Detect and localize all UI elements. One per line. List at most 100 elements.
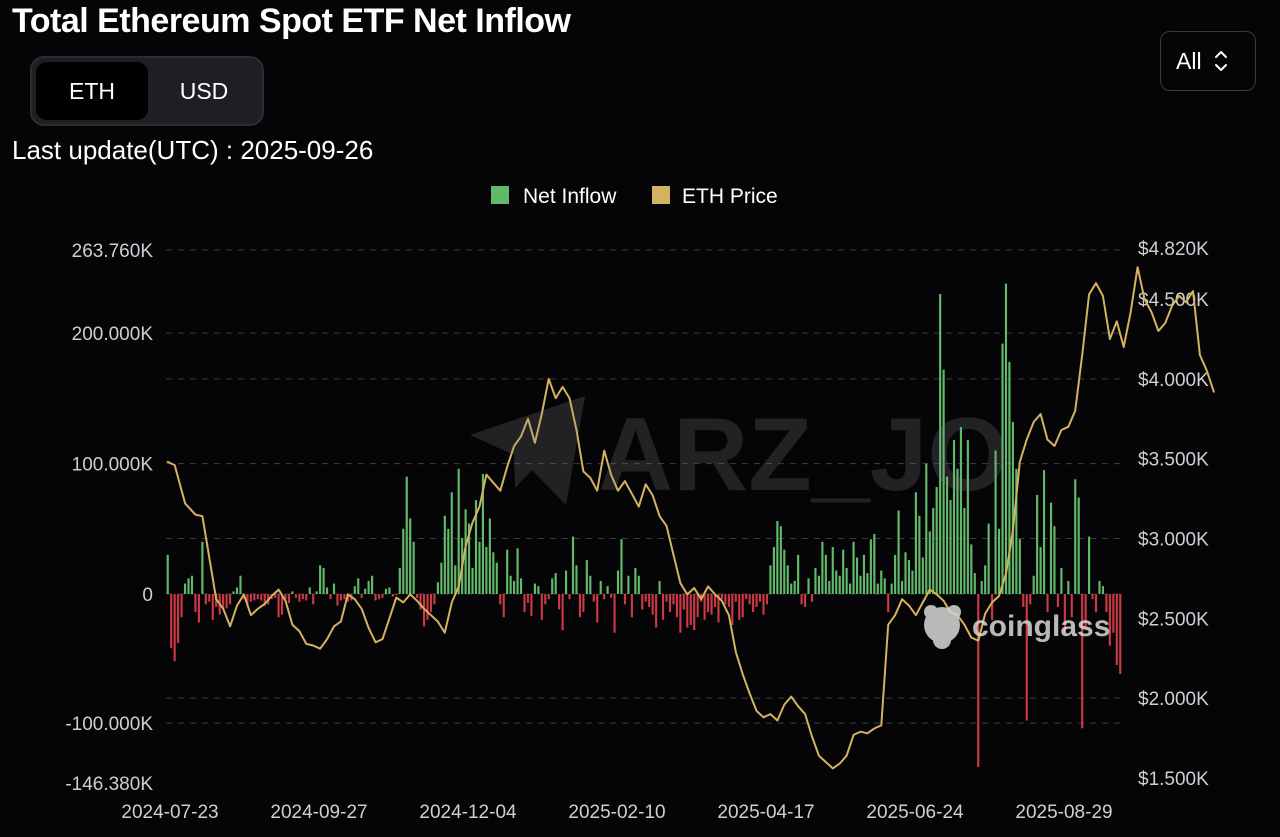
inflow-bar[interactable] <box>665 594 668 602</box>
inflow-bar[interactable] <box>526 594 530 604</box>
inflow-bar[interactable] <box>551 578 554 594</box>
inflow-bar[interactable] <box>807 578 810 594</box>
inflow-bar[interactable] <box>658 580 661 594</box>
inflow-bar[interactable] <box>1056 594 1059 607</box>
inflow-bar[interactable] <box>211 594 214 620</box>
inflow-bar[interactable] <box>946 476 949 594</box>
inflow-bar[interactable] <box>679 594 682 633</box>
inflow-bar[interactable] <box>239 575 242 594</box>
inflow-bar[interactable] <box>388 587 391 594</box>
inflow-bar[interactable] <box>519 578 523 594</box>
inflow-bar[interactable] <box>291 591 294 594</box>
inflow-bar[interactable] <box>509 575 512 594</box>
inflow-bar[interactable] <box>263 594 266 606</box>
inflow-bar[interactable] <box>506 549 509 594</box>
inflow-bar[interactable] <box>256 594 259 600</box>
inflow-bar[interactable] <box>866 573 869 594</box>
inflow-bar[interactable] <box>325 587 329 594</box>
inflow-bar[interactable] <box>336 594 339 606</box>
inflow-bar[interactable] <box>367 580 370 594</box>
inflow-bar[interactable] <box>918 515 921 594</box>
inflow-bar[interactable] <box>707 594 710 613</box>
inflow-bar[interactable] <box>312 594 315 605</box>
inflow-bar[interactable] <box>571 536 575 594</box>
inflow-bar[interactable] <box>197 594 200 623</box>
inflow-bar[interactable] <box>900 580 904 594</box>
inflow-bar[interactable] <box>1060 567 1063 594</box>
inflow-bar[interactable] <box>405 476 408 594</box>
inflow-bar[interactable] <box>416 594 419 598</box>
inflow-bar[interactable] <box>727 594 730 607</box>
inflow-bar[interactable] <box>817 575 820 594</box>
inflow-bar[interactable] <box>208 594 211 602</box>
inflow-bar[interactable] <box>343 594 346 600</box>
inflow-bar[interactable] <box>364 588 367 594</box>
inflow-bar[interactable] <box>672 594 675 605</box>
inflow-bar[interactable] <box>357 578 360 594</box>
inflow-bar[interactable] <box>329 594 332 600</box>
inflow-bar[interactable] <box>935 487 938 594</box>
inflow-bar[interactable] <box>907 560 911 594</box>
inflow-bar[interactable] <box>862 554 866 594</box>
inflow-bar[interactable] <box>630 594 633 618</box>
inflow-bar[interactable] <box>637 575 640 594</box>
inflow-bar[interactable] <box>398 567 401 594</box>
inflow-bar[interactable] <box>921 557 924 594</box>
inflow-bar[interactable] <box>824 554 827 594</box>
inflow-bar[interactable] <box>1063 594 1066 633</box>
inflow-bar[interactable] <box>1084 594 1087 628</box>
inflow-bar[interactable] <box>1115 594 1118 666</box>
inflow-bar[interactable] <box>561 594 564 631</box>
inflow-bar[interactable] <box>914 492 917 594</box>
inflow-bar[interactable] <box>689 594 692 625</box>
inflow-bar[interactable] <box>166 554 169 594</box>
inflow-bar[interactable] <box>710 594 713 615</box>
inflow-bar[interactable] <box>783 549 786 594</box>
inflow-bar[interactable] <box>883 578 886 594</box>
inflow-bar[interactable] <box>319 565 322 594</box>
inflow-bar[interactable] <box>450 492 453 594</box>
inflow-bar[interactable] <box>246 594 249 606</box>
inflow-bar[interactable] <box>942 369 945 594</box>
inflow-bar[interactable] <box>1039 547 1042 594</box>
inflow-bar[interactable] <box>765 594 769 605</box>
inflow-bar[interactable] <box>772 547 775 594</box>
inflow-bar[interactable] <box>402 528 405 594</box>
legend-label-net-inflow[interactable]: Net Inflow <box>523 185 617 208</box>
inflow-bar[interactable] <box>810 594 814 602</box>
inflow-bar[interactable] <box>201 541 204 594</box>
inflow-bar[interactable] <box>991 594 994 620</box>
inflow-bar[interactable] <box>734 594 737 602</box>
inflow-bar[interactable] <box>1077 497 1080 594</box>
inflow-bar[interactable] <box>1067 580 1070 594</box>
inflow-bar[interactable] <box>1053 526 1056 594</box>
inflow-bar[interactable] <box>1105 594 1108 613</box>
inflow-bar[interactable] <box>1101 586 1105 594</box>
inflow-bar[interactable] <box>180 594 183 618</box>
inflow-bar[interactable] <box>485 547 488 594</box>
inflow-bar[interactable] <box>814 567 817 594</box>
inflow-bar[interactable] <box>260 594 263 601</box>
legend-label-eth-price[interactable]: ETH Price <box>682 185 778 208</box>
inflow-bar[interactable] <box>447 528 450 594</box>
inflow-bar[interactable] <box>696 594 699 618</box>
inflow-bar[interactable] <box>426 594 429 620</box>
inflow-bar[interactable] <box>443 515 446 594</box>
inflow-bar[interactable] <box>821 541 824 594</box>
inflow-bar[interactable] <box>793 580 796 594</box>
inflow-bar[interactable] <box>457 468 460 594</box>
inflow-bar[interactable] <box>492 552 495 594</box>
inflow-bar[interactable] <box>301 594 304 600</box>
inflow-bar[interactable] <box>1025 594 1028 721</box>
inflow-bar[interactable] <box>966 440 969 594</box>
inflow-bar[interactable] <box>887 594 890 613</box>
inflow-bar[interactable] <box>606 586 609 594</box>
inflow-bar[interactable] <box>481 474 485 594</box>
inflow-bar[interactable] <box>928 531 931 594</box>
inflow-bar[interactable] <box>876 583 879 594</box>
inflow-bar[interactable] <box>641 594 644 610</box>
inflow-bar[interactable] <box>973 573 976 594</box>
inflow-bar[interactable] <box>1088 536 1091 594</box>
inflow-bar[interactable] <box>1011 421 1014 594</box>
inflow-bar[interactable] <box>835 570 838 594</box>
